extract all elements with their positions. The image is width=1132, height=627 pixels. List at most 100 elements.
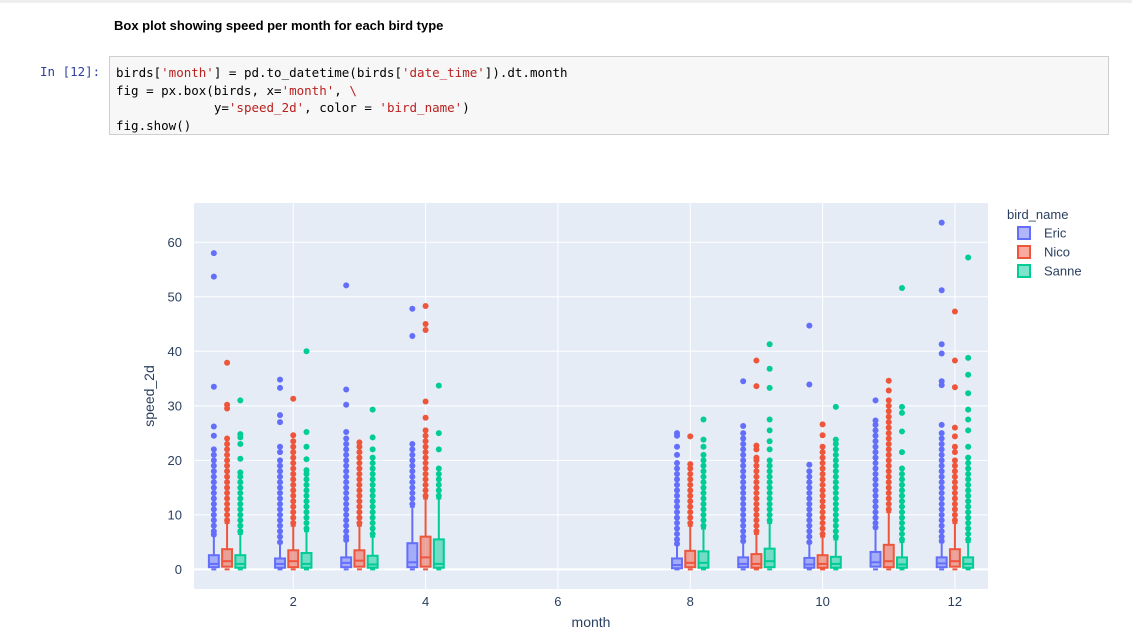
- outlier-point: [369, 520, 376, 527]
- outlier-point: [674, 487, 681, 494]
- outlier-point: [766, 462, 773, 469]
- outlier-point: [872, 476, 879, 483]
- box-eric-month-12: [935, 219, 948, 571]
- outlier-point: [369, 492, 376, 499]
- outlier-point: [343, 282, 350, 289]
- outlier-point: [224, 484, 231, 491]
- outlier-point: [872, 514, 879, 521]
- legend[interactable]: bird_name Eric Nico Sanne: [1007, 207, 1082, 279]
- box-nico-month-9: [750, 357, 763, 571]
- outlier-point: [965, 514, 972, 521]
- legend-item-eric[interactable]: Eric: [1017, 226, 1067, 241]
- outlier-point: [277, 449, 284, 456]
- outlier-point: [898, 509, 905, 516]
- outlier-point: [872, 443, 879, 450]
- outlier-point: [356, 465, 363, 472]
- outlier-point: [740, 422, 747, 429]
- outlier-point: [819, 465, 826, 472]
- outlier-point: [409, 305, 416, 312]
- outlier-point: [687, 520, 694, 527]
- outlier-point: [210, 506, 217, 513]
- outlier-point: [674, 498, 681, 505]
- outlier-point: [277, 473, 284, 480]
- outlier-point: [766, 341, 773, 348]
- outlier-point: [277, 457, 284, 464]
- outlier-point: [687, 433, 694, 440]
- outlier-point: [422, 432, 429, 439]
- outlier-point: [806, 381, 813, 388]
- outlier-point: [965, 460, 972, 467]
- outlier-point: [740, 517, 747, 524]
- outlier-point: [303, 456, 310, 463]
- legend-item-nico[interactable]: Nico: [1017, 245, 1070, 260]
- outlier-point: [303, 525, 310, 532]
- legend-item-sanne[interactable]: Sanne: [1017, 264, 1082, 279]
- outlier-point: [700, 473, 707, 480]
- outlier-point: [210, 383, 217, 390]
- code-token: ]).dt.month: [484, 65, 568, 80]
- outlier-point: [740, 522, 747, 529]
- iqr-box: [419, 535, 432, 568]
- outlier-point: [356, 498, 363, 505]
- outlier-point: [938, 528, 945, 535]
- outlier-point: [700, 468, 707, 475]
- outlier-point: [965, 536, 972, 543]
- outlier-point: [951, 357, 958, 364]
- y-axis-title: speed_2d: [141, 365, 157, 427]
- box-nico-month-2: [287, 395, 300, 571]
- outlier-point: [210, 423, 217, 430]
- outlier-point: [237, 440, 244, 447]
- outlier-point: [700, 443, 707, 450]
- outlier-point: [290, 481, 297, 488]
- outlier-point: [422, 443, 429, 450]
- box-sanne-month-4: [432, 382, 445, 571]
- outlier-point: [290, 509, 297, 516]
- outlier-point: [872, 438, 879, 445]
- outlier-point: [898, 481, 905, 488]
- outlier-point: [409, 495, 416, 502]
- outlier-point: [806, 468, 813, 475]
- code-editor[interactable]: birds['month'] = pd.to_datetime(birds['d…: [116, 64, 568, 134]
- outlier-point: [224, 500, 231, 507]
- legend-label: Sanne: [1044, 264, 1082, 279]
- outlier-point: [237, 473, 244, 480]
- outlier-point: [951, 517, 958, 524]
- outlier-point: [938, 457, 945, 464]
- code-line: birds['month'] = pd.to_datetime(birds['d…: [116, 65, 568, 80]
- outlier-point: [951, 443, 958, 450]
- outlier-point: [753, 454, 760, 461]
- outlier-point: [806, 461, 813, 468]
- outlier-point: [356, 492, 363, 499]
- outlier-point: [898, 428, 905, 435]
- outlier-point: [369, 470, 376, 477]
- outlier-point: [277, 528, 284, 535]
- outlier-point: [753, 468, 760, 475]
- code-token: fig.show(): [116, 117, 192, 133]
- outlier-point: [885, 468, 892, 475]
- outlier-point: [435, 430, 442, 437]
- outlier-point: [766, 365, 773, 372]
- outlier-point: [898, 487, 905, 494]
- outlier-point: [938, 440, 945, 447]
- box-eric-month-11: [869, 397, 882, 571]
- box-eric-month-4: [406, 305, 419, 571]
- outlier-point: [965, 427, 972, 434]
- code-cell[interactable]: birds['month'] = pd.to_datetime(birds['d…: [109, 56, 1109, 135]
- outlier-point: [674, 492, 681, 499]
- iqr-box: [882, 543, 895, 569]
- outlier-point: [806, 517, 813, 524]
- outlier-point: [237, 511, 244, 518]
- outlier-point: [224, 446, 231, 453]
- outlier-point: [819, 454, 826, 461]
- outlier-point: [237, 479, 244, 486]
- outlier-point: [674, 465, 681, 472]
- outlier-point: [277, 384, 284, 391]
- outlier-point: [885, 377, 892, 384]
- box-traces[interactable]: [207, 219, 975, 571]
- outlier-point: [938, 462, 945, 469]
- outlier-point: [740, 462, 747, 469]
- outlier-point: [965, 492, 972, 499]
- outlier-point: [343, 386, 350, 393]
- outlier-point: [965, 503, 972, 510]
